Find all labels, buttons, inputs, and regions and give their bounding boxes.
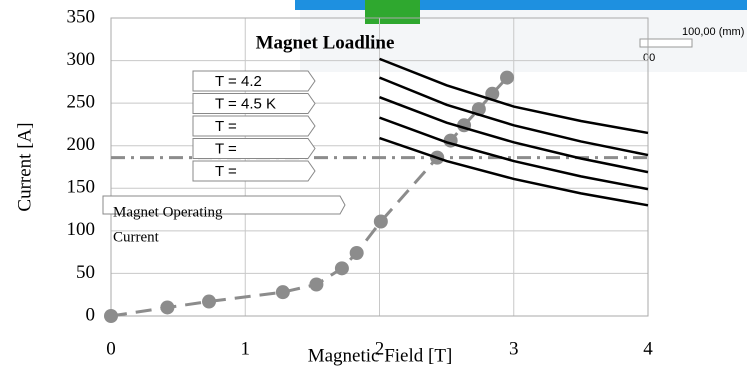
toolbar-strip bbox=[295, 0, 747, 10]
y-tick-label: 50 bbox=[76, 262, 95, 283]
chart-title: Magnet Loadline bbox=[256, 32, 395, 53]
legend-label: T = bbox=[215, 140, 237, 157]
x-tick-label: 0 bbox=[106, 338, 116, 359]
green-shape bbox=[365, 0, 420, 24]
y-tick-label: 100 bbox=[67, 219, 96, 240]
dimension-label: 100,00 (mm) bbox=[682, 26, 744, 38]
y-tick-label: 250 bbox=[67, 92, 96, 113]
legend-label: T = 4.5 K bbox=[215, 95, 276, 112]
callout bbox=[193, 161, 315, 181]
legend-label: T = 4.2 bbox=[215, 73, 262, 90]
y-tick-label: 150 bbox=[67, 177, 96, 198]
marker bbox=[160, 300, 174, 314]
x-tick-label: 4 bbox=[643, 338, 653, 359]
annotation-text: Magnet Operating bbox=[113, 204, 223, 220]
marker bbox=[309, 277, 323, 291]
x-axis-label: Magnetic Field [T] bbox=[308, 345, 453, 366]
legend-label: T = bbox=[215, 118, 237, 135]
marker bbox=[104, 309, 118, 323]
marker bbox=[500, 71, 514, 85]
callout bbox=[193, 116, 315, 136]
marker bbox=[276, 285, 290, 299]
marker bbox=[335, 261, 349, 275]
callout bbox=[193, 139, 315, 159]
chart: 100,00 (mm) 00 0501001502002503003500123… bbox=[0, 0, 747, 373]
y-tick-label: 0 bbox=[86, 304, 96, 325]
y-tick-label: 200 bbox=[67, 134, 96, 155]
legend-label: T = bbox=[215, 163, 237, 180]
y-axis-label: Current [A] bbox=[14, 122, 35, 211]
marker bbox=[374, 214, 388, 228]
marker bbox=[202, 295, 216, 309]
y-tick-label: 300 bbox=[67, 49, 96, 70]
marker bbox=[350, 246, 364, 260]
x-tick-label: 1 bbox=[241, 338, 251, 359]
annotation-text: Current bbox=[113, 229, 160, 245]
x-tick-label: 3 bbox=[509, 338, 519, 359]
y-tick-label: 350 bbox=[67, 6, 96, 27]
field-label: 00 bbox=[643, 52, 655, 64]
